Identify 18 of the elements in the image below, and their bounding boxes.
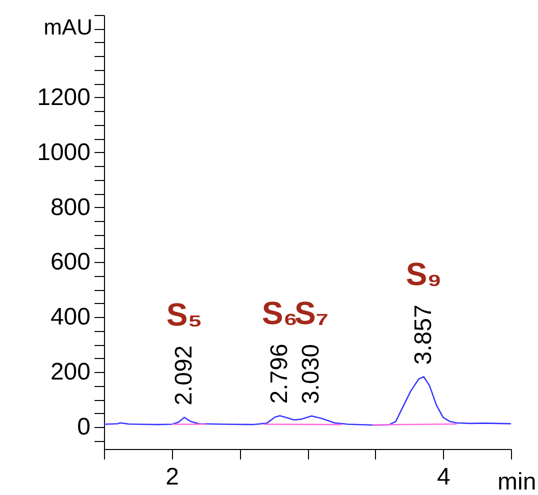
annotation: S₇	[294, 295, 329, 332]
y-tick-label: 600	[50, 248, 90, 276]
annotation: 3.030	[298, 344, 325, 404]
annotation: 2.092	[170, 345, 198, 406]
annotation: 3.857	[410, 304, 437, 365]
annotation: S₉	[406, 256, 442, 292]
y-tick-label: 0	[77, 414, 90, 441]
y-tick-label: 1000	[37, 138, 90, 166]
y-tick-label: 1200	[37, 84, 90, 111]
y-tick-label: 400	[50, 304, 90, 331]
x-axis-title: min	[498, 468, 536, 495]
y-tick-label: 800	[50, 194, 90, 221]
y-axis-title: mAU	[44, 14, 92, 40]
annotation: S₅	[166, 296, 202, 332]
annotation: 2.796	[266, 344, 293, 404]
y-tick-label: 200	[50, 358, 90, 386]
x-tick-label: 4	[436, 464, 450, 490]
x-tick-label: 2	[166, 464, 180, 490]
